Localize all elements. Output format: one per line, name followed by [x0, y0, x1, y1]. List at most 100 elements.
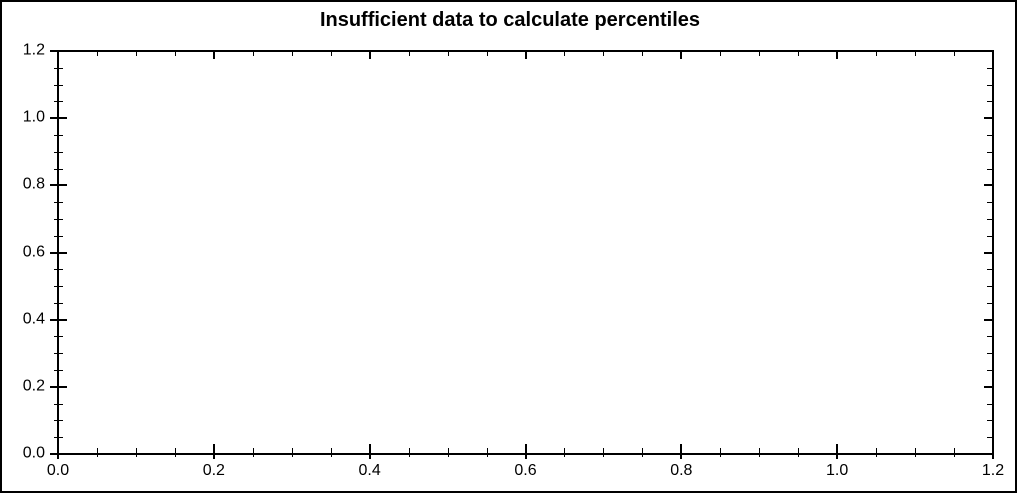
y2-axis-minor-tick: [987, 67, 993, 69]
x-axis-minor-tick: [564, 448, 566, 457]
x-axis-minor-tick: [135, 448, 137, 457]
y-axis-minor-tick: [54, 218, 63, 220]
x-axis-minor-tick: [330, 448, 332, 457]
x-axis-minor-tick: [720, 448, 722, 457]
x2-axis-minor-tick: [642, 51, 644, 56]
x2-axis-major-tick: [680, 51, 683, 59]
x-axis-major-tick: [680, 444, 683, 459]
x2-axis-minor-tick: [291, 51, 293, 56]
x2-axis-major-tick: [212, 51, 215, 59]
x2-axis-minor-tick: [330, 51, 332, 56]
x2-axis-major-tick: [992, 51, 994, 59]
x2-axis-major-tick: [836, 51, 839, 59]
x2-axis-minor-tick: [96, 51, 98, 56]
x-axis-minor-tick: [759, 448, 761, 457]
y2-axis-minor-tick: [987, 269, 993, 271]
y2-axis-minor-tick: [987, 403, 993, 405]
y2-axis-minor-tick: [987, 134, 993, 136]
y2-axis-minor-tick: [987, 336, 993, 338]
x-axis-major-tick: [836, 444, 839, 459]
y-axis-major-tick: [50, 318, 67, 321]
x-axis-major-tick: [992, 444, 994, 459]
y2-axis-minor-tick: [987, 101, 993, 103]
x-axis-tick-label: 0.2: [202, 462, 225, 479]
y-axis-minor-tick: [54, 269, 63, 271]
y-axis-major-tick: [50, 117, 67, 120]
x-axis-minor-tick: [408, 448, 410, 457]
y2-axis-major-tick: [984, 385, 993, 388]
y2-axis-minor-tick: [987, 437, 993, 439]
y-axis-minor-tick: [54, 202, 63, 204]
y-axis-major-tick: [50, 385, 67, 388]
x2-axis-minor-tick: [603, 51, 605, 56]
x-axis-tick-label: 0.0: [46, 462, 70, 479]
x-axis-minor-tick: [486, 448, 488, 457]
x2-axis-minor-tick: [954, 51, 956, 56]
y2-axis-major-tick: [984, 453, 993, 455]
x-axis-minor-tick: [96, 448, 98, 457]
y-axis-minor-tick: [54, 134, 63, 136]
x-axis-tick-label: 0.4: [358, 462, 381, 479]
y2-axis-major-tick: [984, 117, 993, 120]
y2-axis-minor-tick: [987, 302, 993, 304]
y-axis-major-tick: [50, 453, 67, 455]
y-axis-minor-tick: [54, 420, 63, 422]
y2-axis-minor-tick: [987, 218, 993, 220]
y-axis-tick-label: 0.6: [22, 243, 45, 261]
y2-axis-major-tick: [984, 50, 993, 52]
y-axis-major-tick: [50, 184, 67, 187]
x2-axis-minor-tick: [759, 51, 761, 56]
y2-axis-minor-tick: [987, 286, 993, 288]
y2-axis-major-tick: [984, 251, 993, 254]
x-axis-minor-tick: [291, 448, 293, 457]
x-axis-major-tick: [368, 444, 371, 459]
x-axis-tick-label: 0.6: [514, 462, 537, 479]
x-axis-minor-tick: [798, 448, 800, 457]
x-axis-tick-label: 0.8: [670, 462, 693, 479]
y-axis-tick-label: 0.4: [22, 310, 45, 328]
x2-axis-major-tick: [57, 51, 59, 59]
x-axis-minor-tick: [603, 448, 605, 457]
x-axis-major-tick: [524, 444, 527, 459]
y2-axis-minor-tick: [987, 168, 993, 170]
x-axis-minor-tick: [447, 448, 449, 457]
x2-axis-minor-tick: [486, 51, 488, 56]
x2-axis-major-tick: [368, 51, 371, 59]
x-axis-minor-tick: [954, 448, 956, 457]
y2-axis-major-tick: [984, 318, 993, 321]
x2-axis-minor-tick: [135, 51, 137, 56]
x2-axis-minor-tick: [252, 51, 254, 56]
y2-axis-minor-tick: [987, 151, 993, 153]
y2-axis-minor-tick: [987, 370, 993, 372]
y-axis-minor-tick: [54, 286, 63, 288]
y2-axis-minor-tick: [987, 84, 993, 86]
y-axis-tick-label: 0.8: [22, 175, 45, 193]
y2-axis-minor-tick: [987, 420, 993, 422]
y-axis-minor-tick: [54, 67, 63, 69]
x-axis-minor-tick: [642, 448, 644, 457]
y-axis-tick-label: 1.2: [22, 41, 45, 59]
y-axis-major-tick: [50, 50, 67, 52]
y2-axis-minor-tick: [987, 202, 993, 204]
chart-title: Insufficient data to calculate percentil…: [319, 9, 701, 31]
y-axis-minor-tick: [54, 151, 63, 153]
y-axis-minor-tick: [54, 437, 63, 439]
y-axis-minor-tick: [54, 403, 63, 405]
y-axis-minor-tick: [54, 168, 63, 170]
x2-axis-minor-tick: [876, 51, 878, 56]
x2-axis-major-tick: [524, 51, 527, 59]
y-axis-tick-label: 0.2: [22, 377, 45, 395]
x2-axis-minor-tick: [798, 51, 800, 56]
x2-axis-minor-tick: [720, 51, 722, 56]
y-axis-tick-label: 1.0: [22, 108, 45, 126]
y-axis-minor-tick: [54, 235, 63, 237]
y-axis-major-tick: [50, 251, 67, 254]
y2-axis-minor-tick: [987, 235, 993, 237]
x-axis-minor-tick: [252, 448, 254, 457]
plot-area: [57, 50, 994, 455]
y-axis-minor-tick: [54, 370, 63, 372]
x-axis-minor-tick: [876, 448, 878, 457]
x2-axis-minor-tick: [408, 51, 410, 56]
